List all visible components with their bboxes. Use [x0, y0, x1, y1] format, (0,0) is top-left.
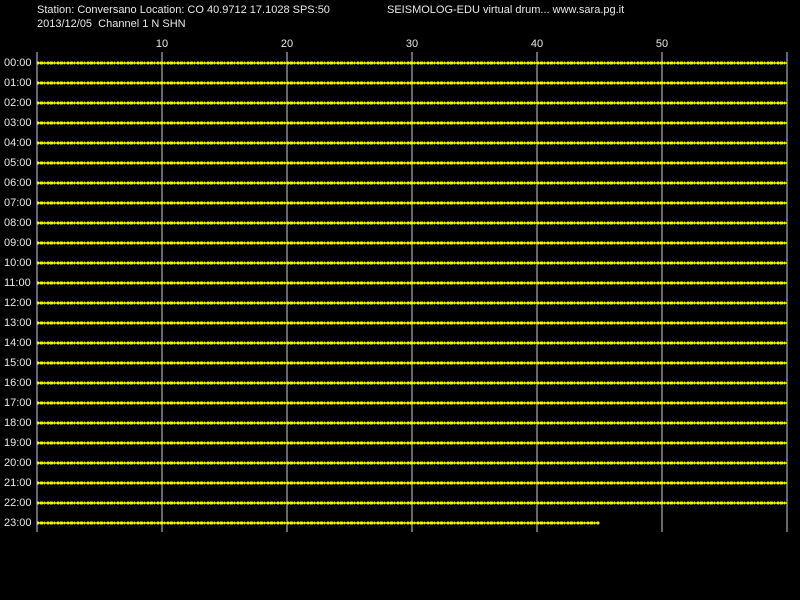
- row-label: 13:00: [4, 317, 32, 329]
- x-tick-label: 10: [156, 38, 168, 50]
- row-label: 05:00: [4, 157, 32, 169]
- row-label: 09:00: [4, 237, 32, 249]
- row-label: 11:00: [4, 277, 31, 289]
- x-tick-label: 30: [406, 38, 418, 50]
- row-label: 18:00: [4, 417, 32, 429]
- chart-title: Station: Conversano Location: CO 40.9712…: [37, 4, 330, 16]
- row-label: 08:00: [4, 217, 32, 229]
- row-label: 04:00: [4, 137, 32, 149]
- row-label: 02:00: [4, 97, 32, 109]
- row-label: 07:00: [4, 197, 32, 209]
- header-right: SEISMOLOG-EDU virtual drum... www.sara.p…: [387, 4, 624, 16]
- row-label: 22:00: [4, 497, 32, 509]
- row-label: 06:00: [4, 177, 32, 189]
- chart-subtitle: 2013/12/05 Channel 1 N SHN: [37, 18, 186, 30]
- row-label: 21:00: [4, 477, 32, 489]
- row-label: 10:00: [4, 257, 32, 269]
- row-label: 20:00: [4, 457, 32, 469]
- row-label: 17:00: [4, 397, 32, 409]
- x-tick-label: 50: [656, 38, 668, 50]
- row-label: 01:00: [4, 77, 32, 89]
- row-label: 14:00: [4, 337, 32, 349]
- x-tick-label: 40: [531, 38, 543, 50]
- row-label: 03:00: [4, 117, 32, 129]
- row-label: 12:00: [4, 297, 32, 309]
- row-label: 15:00: [4, 357, 32, 369]
- row-label: 16:00: [4, 377, 32, 389]
- row-label: 00:00: [4, 57, 32, 69]
- row-label: 23:00: [4, 517, 32, 529]
- x-tick-label: 20: [281, 38, 293, 50]
- row-label: 19:00: [4, 437, 32, 449]
